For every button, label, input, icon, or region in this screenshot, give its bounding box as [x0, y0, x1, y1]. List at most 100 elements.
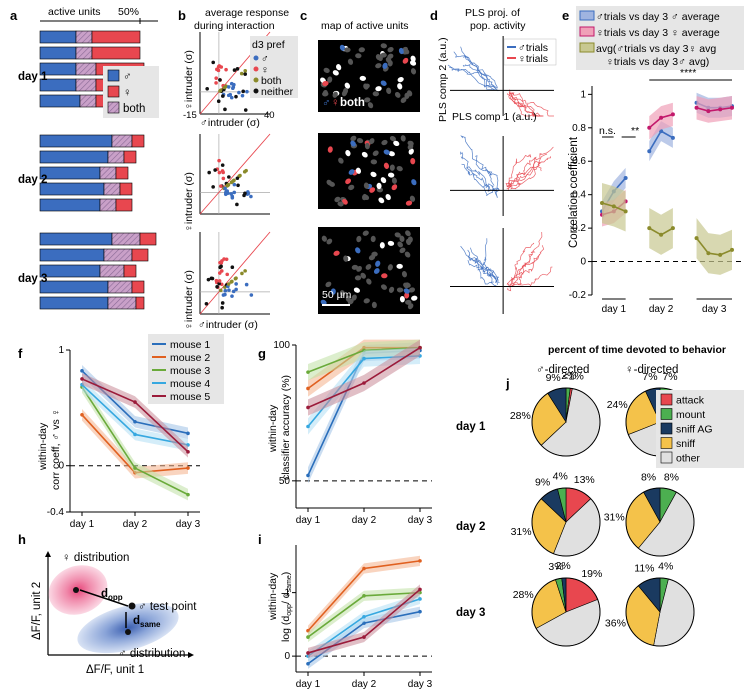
c-cell-2-18 [381, 139, 388, 146]
panel-b-legend-female: ♀ [261, 64, 269, 76]
c-cell-2-42 [376, 182, 382, 190]
panel-i-plot: 1 0 day 1 day 2 day 3 [284, 545, 433, 690]
b-point-1-5 [214, 81, 218, 85]
d-trace-1-male-6 [460, 46, 499, 92]
c-cell-1-21 [364, 97, 371, 103]
panel-a-day2-label: day 2 [18, 174, 47, 186]
f-point-4-2 [133, 432, 137, 437]
bar-day2-row2-both [107, 150, 125, 164]
panel-e-sig-2star: ** [631, 125, 639, 137]
panel-h-dsame-d: d [133, 615, 140, 627]
panel-e-plot: 1 0.8 0.6 0.4 0.2 0 -0.2 day 1 day 2 day 3 [569, 79, 742, 315]
j-label-day2_female-sniffag: 8% [641, 471, 656, 483]
panel-i-ylabel-log: log (d [280, 616, 292, 642]
panel-b-tick-max: 40 [264, 110, 275, 121]
c-cell-1-42 [380, 80, 387, 86]
bar-day3-row2-female [131, 248, 149, 262]
i-band-1 [308, 606, 420, 669]
b-point-2-37 [227, 175, 231, 179]
panel-f: 1 0 -0.4 day 1 day 2 day 3 within-day corr co… [37, 334, 224, 530]
f-xtick-label-2: day 2 [123, 519, 148, 530]
bar-day1-row1-both [75, 30, 93, 44]
panel-j-day2: day 2 [456, 521, 485, 533]
panel-d-ylabel: PLS comp 2 (a.u.) [437, 37, 449, 122]
b-point-1-39 [205, 86, 209, 91]
j-legend-label-3: sniff AG [676, 424, 713, 436]
e-band-2-3 [696, 96, 732, 123]
e-point-3-11 [718, 252, 723, 257]
c-cell-3-52 [320, 299, 327, 306]
panel-b-tick-min: -15 [183, 110, 197, 121]
b-point-2-32 [232, 182, 237, 187]
c-cell-3-40 [351, 294, 357, 301]
b-point-1-24 [235, 67, 240, 71]
b-point-2-42 [213, 168, 217, 172]
i-ytick-label-1: 1 [284, 588, 290, 599]
b-point-2-45 [243, 191, 247, 196]
f-point-1-2 [133, 419, 137, 424]
j-label-day1_male-attack: <1% [563, 371, 584, 383]
j-label-day1_male-sniff: 28% [510, 410, 531, 422]
panel-b-legend-neither-dot [253, 88, 259, 94]
panel-j-title: percent of time devoted to behavior [548, 344, 726, 356]
c-cell-1-51 [332, 91, 338, 98]
j-legend-label-5: other [676, 453, 700, 465]
bar-day1-row2-both [75, 46, 93, 60]
i-ytick-label-0: 0 [284, 651, 290, 662]
panel-e: ♂trials vs day 3 ♂ average ♀trials vs da… [568, 6, 744, 315]
bar-day3-row5-both [107, 296, 137, 310]
c-cell-2-38 [334, 196, 341, 203]
b-point-2-43 [220, 169, 225, 173]
panel-j-day3: day 3 [456, 607, 485, 619]
c-cell-3-49 [394, 232, 401, 238]
b-point-2-44 [223, 186, 227, 191]
c-cell-3-19 [365, 264, 372, 270]
j-label-day3_male-sniffag: 2% [556, 560, 571, 572]
c-cell-3-33 [362, 230, 369, 236]
bar-day3-row4-both [107, 280, 133, 294]
bar-day3-row5-female [135, 296, 145, 310]
panel-h: ♀ distribution ♂ test point ♂ distributi… [31, 551, 197, 676]
j-label-day1_male-mount: 2% [561, 370, 576, 382]
e-point-2-7 [670, 112, 675, 117]
b-point-2-7 [232, 190, 237, 195]
b-point-3-44 [214, 278, 219, 283]
c-cell-2-39 [389, 135, 396, 142]
e-point-3-12 [730, 247, 734, 252]
i-point-5-2 [362, 635, 366, 639]
b-point-3-9 [243, 269, 247, 273]
c-cell-1-36 [375, 54, 382, 61]
panel-h-dopp-line [79, 589, 129, 607]
c-cell-3-45 [405, 230, 411, 237]
c-cell-1-19 [355, 53, 362, 59]
e-point-2-6 [659, 115, 664, 120]
d-trace-3-male-6 [467, 249, 499, 282]
j-label-day3_male-mount: 3% [548, 561, 563, 573]
b-point-3-15 [227, 288, 231, 292]
g-xtick-label-3: day 3 [408, 515, 433, 526]
c-cell-1-13 [397, 83, 403, 90]
b-point-3-4 [231, 289, 236, 294]
f-ytick-label--0.4: -0.4 [47, 507, 65, 518]
b-point-3-23 [204, 301, 209, 306]
d-trace-2-male-5 [460, 135, 495, 186]
j-label-day1_female-mount: 7% [662, 371, 677, 383]
b-point-3-41 [244, 282, 249, 287]
bar-day3-row5-male [39, 296, 109, 310]
c-cell-2-19 [350, 135, 357, 142]
b-point-1-8 [243, 108, 248, 112]
panel-e-legend-female-swatch [579, 26, 595, 37]
c-cell-2-26 [388, 151, 395, 157]
panel-e-legend-bg [576, 6, 744, 70]
j-label-day1_female-sniffag: 7% [642, 371, 657, 383]
c-cell-2-27 [370, 171, 377, 178]
c-cell-2-37 [372, 150, 379, 157]
c-cell-3-53 [363, 298, 370, 304]
d-trace-3-male-5 [467, 259, 498, 284]
panel-i-ylabel-sub-opp: opp [286, 604, 293, 616]
panel-d-legend-male: ♂trials [518, 42, 548, 54]
b-point-3-5 [220, 301, 225, 305]
c-cell-1-6 [359, 75, 367, 81]
panel-a-day1-label: day 1 [18, 71, 48, 83]
e-ytick-label--0.2: -0.2 [569, 290, 587, 301]
